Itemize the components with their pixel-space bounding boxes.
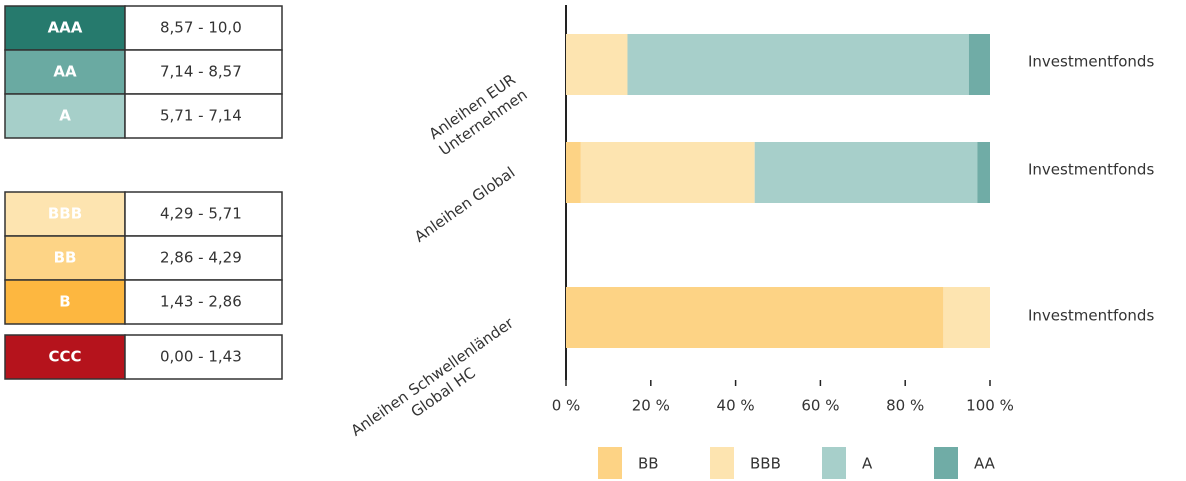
rating-label: A	[59, 107, 71, 125]
category-line: Anleihen Schwellenländer	[348, 313, 518, 439]
range-label: 4,29 - 5,71	[160, 205, 242, 223]
range-cell	[124, 93, 283, 139]
bar-segment	[566, 142, 581, 203]
bar-segment	[968, 34, 990, 95]
legend-label: BBB	[750, 455, 781, 473]
legend-label: BB	[638, 455, 659, 473]
range-label: 1,43 - 2,86	[160, 293, 242, 311]
rating-label: CCC	[48, 348, 81, 366]
x-tick-label: 0 %	[552, 397, 581, 415]
range-cell	[124, 49, 283, 95]
bar-segment	[627, 34, 969, 95]
bar-segment	[754, 142, 978, 203]
bar-segment	[580, 142, 755, 203]
bar-segment	[566, 287, 944, 348]
range-label: 7,14 - 8,57	[160, 63, 242, 81]
range-label: 0,00 - 1,43	[160, 348, 242, 366]
x-tick-label: 60 %	[801, 397, 839, 415]
bar-segment	[566, 34, 628, 95]
rating-label: B	[59, 293, 70, 311]
rating-cell	[4, 93, 126, 139]
range-cell	[124, 279, 283, 325]
legend-swatch	[710, 447, 734, 479]
range-cell	[124, 235, 283, 281]
bar-label: Investmentfonds	[1028, 307, 1154, 325]
rating-label: BB	[54, 249, 77, 267]
range-label: 8,57 - 10,0	[160, 19, 242, 37]
legend-swatch	[822, 447, 846, 479]
rating-label: AAA	[48, 19, 83, 37]
range-label: 5,71 - 7,14	[160, 107, 242, 125]
bar-label: Investmentfonds	[1028, 161, 1154, 179]
x-tick-label: 20 %	[632, 397, 670, 415]
rating-label: BBB	[48, 205, 82, 223]
category-line: Anleihen Global	[411, 163, 518, 246]
range-label: 2,86 - 4,29	[160, 249, 242, 267]
range-cell	[124, 334, 283, 380]
rating-label: AA	[53, 63, 77, 81]
x-tick-label: 40 %	[717, 397, 755, 415]
category-label: Anleihen Global	[411, 163, 518, 246]
legend-swatch	[934, 447, 958, 479]
x-tick-label: 80 %	[886, 397, 924, 415]
rating-cell	[4, 5, 126, 51]
range-cell	[124, 5, 283, 51]
x-tick-label: 100 %	[966, 397, 1014, 415]
bar-label: Investmentfonds	[1028, 53, 1154, 71]
bar-segment	[977, 142, 990, 203]
rating-cell	[4, 334, 126, 380]
legend-label: A	[862, 455, 873, 473]
bar-segment	[943, 287, 990, 348]
legend-label: AA	[974, 455, 996, 473]
range-cell	[124, 191, 283, 237]
legend-swatch	[598, 447, 622, 479]
